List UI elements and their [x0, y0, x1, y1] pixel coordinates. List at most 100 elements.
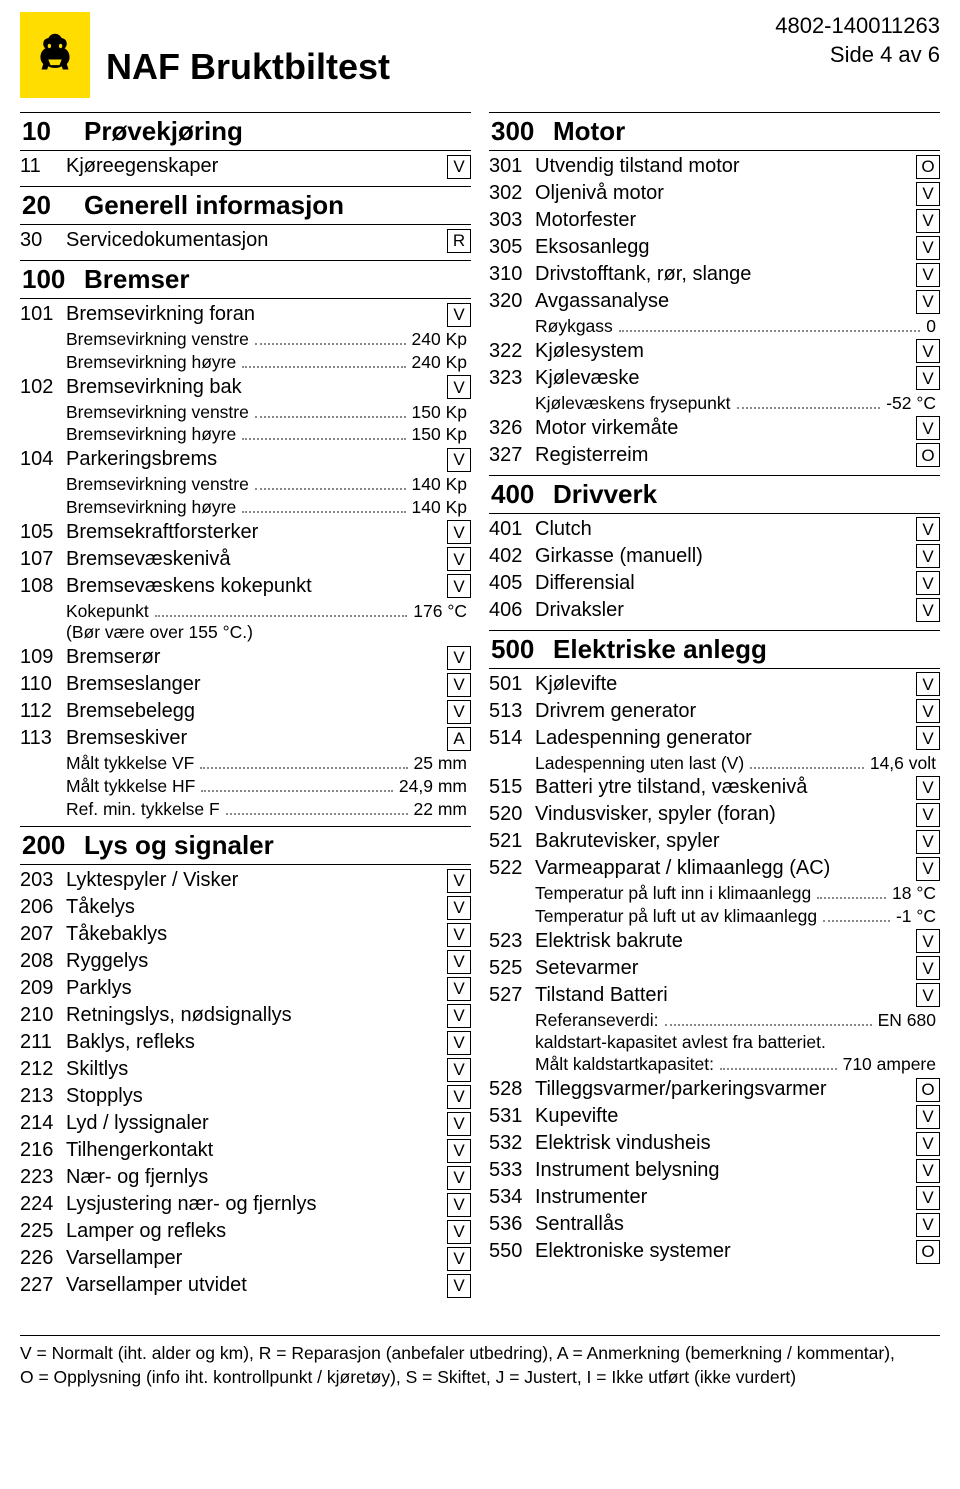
sub-measurement: Bremsevirkning høyre150 Kp — [20, 423, 471, 446]
item-label: Bremseslanger — [66, 672, 447, 697]
status-badge: V — [447, 1220, 471, 1244]
status-badge: V — [447, 1058, 471, 1082]
check-item-row: 522Varmeapparat / klimaanlegg (AC)V — [489, 855, 940, 882]
dot-leader — [242, 354, 405, 368]
item-number: 534 — [489, 1185, 535, 1210]
check-item-row: 108Bremsevæskens kokepunktV — [20, 573, 471, 600]
dot-leader — [619, 318, 920, 332]
status-badge: V — [916, 857, 940, 881]
check-item-row: 525SetevarmerV — [489, 955, 940, 982]
section-title: Motor — [553, 116, 625, 147]
item-number: 109 — [20, 645, 66, 670]
check-item-row: 303MotorfesterV — [489, 207, 940, 234]
item-label: Nær- og fjernlys — [66, 1165, 447, 1190]
status-badge: V — [916, 1159, 940, 1183]
status-badge: V — [916, 1105, 940, 1129]
section-title: Drivverk — [553, 479, 657, 510]
check-item-row: 531KupevifteV — [489, 1103, 940, 1130]
legend-footer: V = Normalt (iht. alder og km), R = Repa… — [20, 1335, 940, 1389]
sub-value: 150 Kp — [412, 423, 467, 446]
item-label: Motorfester — [535, 208, 916, 233]
status-badge: V — [447, 673, 471, 697]
status-badge: O — [916, 1240, 940, 1264]
status-badge: V — [447, 375, 471, 399]
item-label: Kjøreegenskaper — [66, 154, 447, 179]
item-number: 536 — [489, 1212, 535, 1237]
item-number: 209 — [20, 976, 66, 1001]
sub-value: 710 ampere — [843, 1053, 936, 1076]
item-label: Bremsevirkning bak — [66, 375, 447, 400]
check-item-row: 105BremsekraftforsterkerV — [20, 519, 471, 546]
status-badge: V — [916, 699, 940, 723]
item-number: 303 — [489, 208, 535, 233]
section-title: Generell informasjon — [84, 190, 344, 221]
status-badge: V — [447, 977, 471, 1001]
section-header: 300Motor — [489, 112, 940, 151]
section-number: 100 — [22, 264, 66, 295]
naf-logo — [20, 12, 90, 98]
item-label: Elektroniske systemer — [535, 1239, 916, 1264]
item-number: 302 — [489, 181, 535, 206]
item-label: Varsellamper — [66, 1246, 447, 1271]
item-label: Bremseskiver — [66, 726, 447, 751]
status-badge: V — [916, 236, 940, 260]
check-item-row: 210Retningslys, nødsignallysV — [20, 1002, 471, 1029]
item-number: 104 — [20, 447, 66, 472]
dot-leader — [255, 476, 406, 490]
item-number: 208 — [20, 949, 66, 974]
check-item-row: 515Batteri ytre tilstand, væskenivåV — [489, 774, 940, 801]
item-number: 522 — [489, 856, 535, 881]
status-badge: O — [916, 1078, 940, 1102]
item-label: Elektrisk bakrute — [535, 929, 916, 954]
status-badge: V — [447, 1139, 471, 1163]
item-number: 401 — [489, 517, 535, 542]
section-header: 500Elektriske anlegg — [489, 630, 940, 669]
legend-line-2: O = Opplysning (info iht. kontrollpunkt … — [20, 1366, 940, 1390]
status-badge: V — [916, 1186, 940, 1210]
item-label: Parkeringsbrems — [66, 447, 447, 472]
item-number: 501 — [489, 672, 535, 697]
sub-label: Røykgass — [535, 315, 613, 338]
dot-leader — [155, 603, 408, 617]
item-number: 527 — [489, 983, 535, 1008]
item-number: 216 — [20, 1138, 66, 1163]
status-badge: V — [447, 1274, 471, 1298]
check-item-row: 513Drivrem generatorV — [489, 698, 940, 725]
check-item-row: 501KjølevifteV — [489, 671, 940, 698]
check-item-row: 532Elektrisk vindusheisV — [489, 1130, 940, 1157]
item-label: Utvendig tilstand motor — [535, 154, 916, 179]
item-label: Sentrallås — [535, 1212, 916, 1237]
check-item-row: 323KjølevæskeV — [489, 365, 940, 392]
status-badge: V — [916, 571, 940, 595]
item-label: Registerreim — [535, 443, 916, 468]
check-item-row: 102Bremsevirkning bakV — [20, 374, 471, 401]
item-number: 107 — [20, 547, 66, 572]
check-item-row: 11KjøreegenskaperV — [20, 153, 471, 180]
sub-measurement: Ladespenning uten last (V)14,6 volt — [489, 752, 940, 775]
item-number: 207 — [20, 922, 66, 947]
check-item-row: 550Elektroniske systemerO — [489, 1238, 940, 1265]
status-badge: V — [916, 544, 940, 568]
section-number: 400 — [491, 479, 535, 510]
item-label: Kjølevifte — [535, 672, 916, 697]
check-item-row: 107BremsevæskenivåV — [20, 546, 471, 573]
sub-label: Målt kaldstartkapasitet: — [535, 1053, 714, 1076]
item-label: Instrumenter — [535, 1185, 916, 1210]
status-badge: V — [916, 416, 940, 440]
status-badge: O — [916, 443, 940, 467]
check-item-row: 514Ladespenning generatorV — [489, 725, 940, 752]
status-badge: V — [447, 303, 471, 327]
item-label: Clutch — [535, 517, 916, 542]
sub-label: Ref. min. tykkelse F — [66, 798, 220, 821]
status-badge: V — [447, 547, 471, 571]
item-label: Baklys, refleks — [66, 1030, 447, 1055]
section-header: 20Generell informasjon — [20, 186, 471, 225]
item-number: 108 — [20, 574, 66, 599]
item-number: 227 — [20, 1273, 66, 1298]
status-badge: V — [916, 983, 940, 1007]
check-item-row: 213StopplysV — [20, 1083, 471, 1110]
legend-line-1: V = Normalt (iht. alder og km), R = Repa… — [20, 1342, 940, 1366]
check-item-row: 209ParklysV — [20, 975, 471, 1002]
header-right: 4802-140011263 Side 4 av 6 — [775, 12, 940, 69]
item-number: 223 — [20, 1165, 66, 1190]
